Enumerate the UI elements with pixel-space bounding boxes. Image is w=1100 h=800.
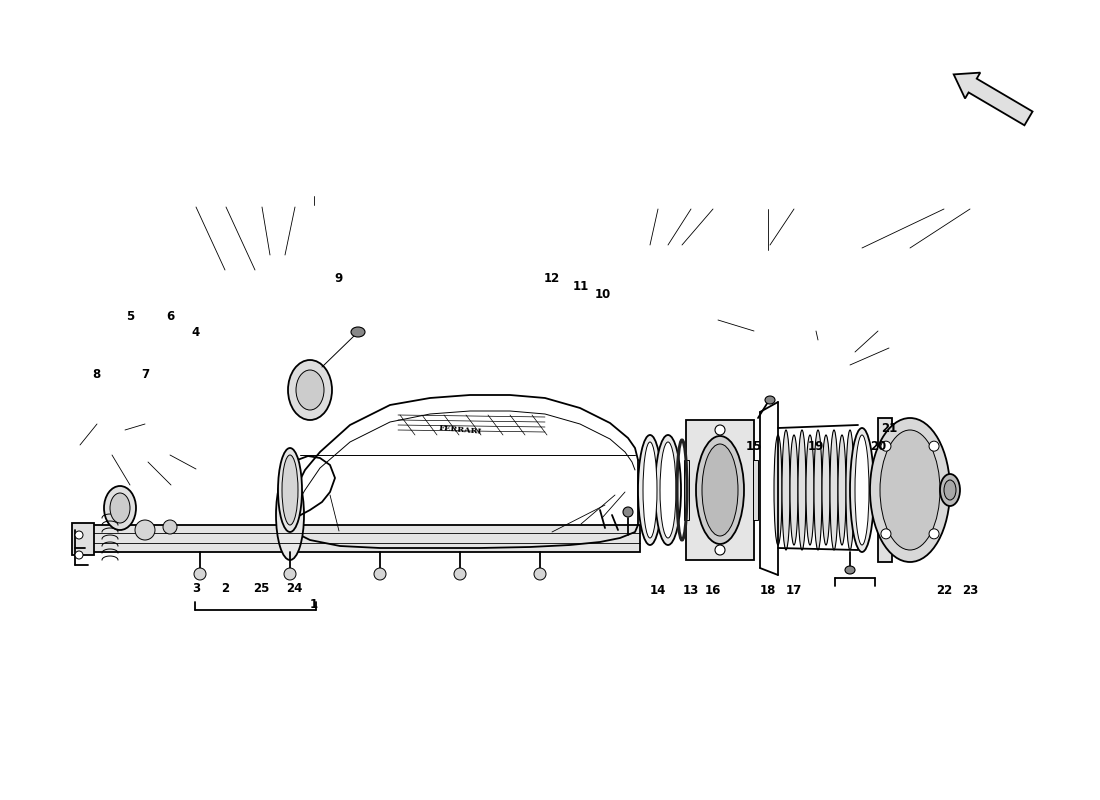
Ellipse shape — [296, 370, 324, 410]
Text: 6: 6 — [166, 310, 175, 322]
Ellipse shape — [855, 435, 869, 545]
Ellipse shape — [870, 418, 950, 562]
Bar — [754, 460, 758, 520]
Ellipse shape — [814, 430, 822, 550]
Ellipse shape — [881, 529, 891, 539]
Ellipse shape — [850, 428, 875, 552]
Bar — [92, 525, 640, 552]
Ellipse shape — [534, 568, 546, 580]
Text: 12: 12 — [544, 272, 560, 285]
Ellipse shape — [880, 430, 940, 550]
Ellipse shape — [854, 435, 862, 545]
Ellipse shape — [75, 531, 82, 539]
Ellipse shape — [715, 425, 725, 435]
Ellipse shape — [374, 568, 386, 580]
Text: 20: 20 — [870, 440, 886, 453]
Bar — [72, 523, 94, 555]
Ellipse shape — [284, 568, 296, 580]
Text: 18: 18 — [760, 584, 775, 597]
Text: 24: 24 — [287, 582, 303, 594]
Ellipse shape — [930, 529, 939, 539]
Ellipse shape — [75, 551, 82, 559]
Ellipse shape — [696, 436, 744, 544]
Ellipse shape — [881, 441, 891, 451]
Ellipse shape — [104, 486, 136, 530]
Ellipse shape — [798, 430, 806, 550]
Text: 4: 4 — [191, 326, 200, 338]
Ellipse shape — [654, 435, 681, 545]
Ellipse shape — [638, 435, 662, 545]
Text: 1: 1 — [309, 598, 318, 610]
Ellipse shape — [846, 430, 854, 550]
Ellipse shape — [806, 435, 814, 545]
Ellipse shape — [110, 493, 130, 523]
Text: 7: 7 — [141, 368, 150, 381]
Text: 8: 8 — [92, 368, 101, 381]
Text: 21: 21 — [881, 422, 896, 434]
Text: 19: 19 — [808, 440, 824, 453]
Text: 15: 15 — [746, 440, 761, 453]
Text: 17: 17 — [786, 584, 802, 597]
Ellipse shape — [715, 545, 725, 555]
Ellipse shape — [944, 480, 956, 500]
Ellipse shape — [454, 568, 466, 580]
Ellipse shape — [288, 360, 332, 420]
Ellipse shape — [282, 455, 298, 525]
Ellipse shape — [774, 435, 782, 545]
Text: 25: 25 — [254, 582, 270, 594]
Ellipse shape — [845, 566, 855, 574]
Text: 22: 22 — [936, 584, 952, 597]
FancyArrow shape — [954, 73, 1033, 126]
Ellipse shape — [940, 474, 960, 506]
Ellipse shape — [194, 568, 206, 580]
Text: 13: 13 — [683, 584, 698, 597]
Ellipse shape — [790, 435, 798, 545]
Text: 9: 9 — [334, 272, 343, 285]
Ellipse shape — [276, 470, 304, 560]
Ellipse shape — [764, 396, 776, 404]
Ellipse shape — [930, 441, 939, 451]
Text: 11: 11 — [573, 280, 588, 293]
Bar — [686, 420, 754, 560]
Bar — [684, 460, 689, 520]
Ellipse shape — [644, 442, 657, 538]
Ellipse shape — [838, 435, 846, 545]
Ellipse shape — [830, 430, 838, 550]
Ellipse shape — [351, 327, 365, 337]
Text: FERRARI: FERRARI — [438, 424, 482, 436]
Text: 2: 2 — [221, 582, 230, 594]
Text: 23: 23 — [962, 584, 978, 597]
Text: 10: 10 — [595, 288, 610, 301]
Ellipse shape — [623, 507, 632, 517]
Text: 14: 14 — [650, 584, 666, 597]
Ellipse shape — [135, 520, 155, 540]
Ellipse shape — [822, 435, 830, 545]
Ellipse shape — [163, 520, 177, 534]
Ellipse shape — [782, 430, 790, 550]
Text: 16: 16 — [705, 584, 720, 597]
Ellipse shape — [702, 444, 738, 536]
Ellipse shape — [278, 448, 303, 532]
Text: 3: 3 — [191, 582, 200, 594]
Ellipse shape — [660, 442, 676, 538]
Text: 5: 5 — [125, 310, 134, 322]
Bar — [878, 418, 892, 562]
